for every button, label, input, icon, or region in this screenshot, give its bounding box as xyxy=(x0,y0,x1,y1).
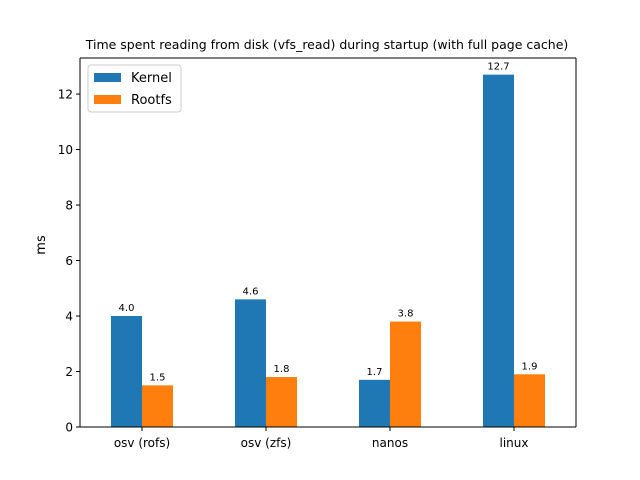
y-tick-label: 4 xyxy=(65,310,73,324)
data-label: 4.0 xyxy=(119,303,135,314)
bar-rootfs xyxy=(142,385,173,427)
chart-title: Time spent reading from disk (vfs_read) … xyxy=(85,37,569,52)
data-label: 1.9 xyxy=(522,361,538,372)
bar-kernel xyxy=(359,379,390,427)
bar-kernel xyxy=(111,316,142,427)
y-tick-label: 2 xyxy=(65,365,73,379)
data-label: 4.6 xyxy=(243,286,259,297)
x-tick-label: nanos xyxy=(372,436,408,450)
data-label: 1.8 xyxy=(274,364,290,375)
data-label: 1.5 xyxy=(150,372,166,383)
y-tick-label: 12 xyxy=(58,88,73,102)
data-label: 3.8 xyxy=(398,309,414,320)
bar-kernel xyxy=(235,299,266,427)
bar-rootfs xyxy=(514,374,545,427)
bar-rootfs xyxy=(266,377,297,427)
data-label: 1.7 xyxy=(367,367,383,378)
legend-swatch-kernel xyxy=(94,73,121,82)
legend-label-rootfs: Rootfs xyxy=(131,93,172,108)
y-tick-label: 6 xyxy=(65,254,73,268)
y-tick-label: 10 xyxy=(58,143,73,157)
y-tick-label: 8 xyxy=(65,199,73,213)
bar-kernel xyxy=(483,74,514,428)
x-tick-label: osv (zfs) xyxy=(241,436,292,450)
y-tick-label: 0 xyxy=(65,421,73,435)
bar-rootfs xyxy=(390,321,421,427)
plot-area: 4.0 4.6 1.7 12.7 1.5 1.8 3.8 1.9 0 2 4 6 8 10 12 osv (r… xyxy=(58,57,577,450)
data-label: 12.7 xyxy=(487,62,509,73)
legend-label-kernel: Kernel xyxy=(131,71,172,86)
legend-swatch-rootfs xyxy=(94,95,121,104)
x-tick-label: osv (rofs) xyxy=(114,436,170,450)
y-axis-label: ms xyxy=(34,235,49,255)
x-tick-label: linux xyxy=(500,436,529,450)
